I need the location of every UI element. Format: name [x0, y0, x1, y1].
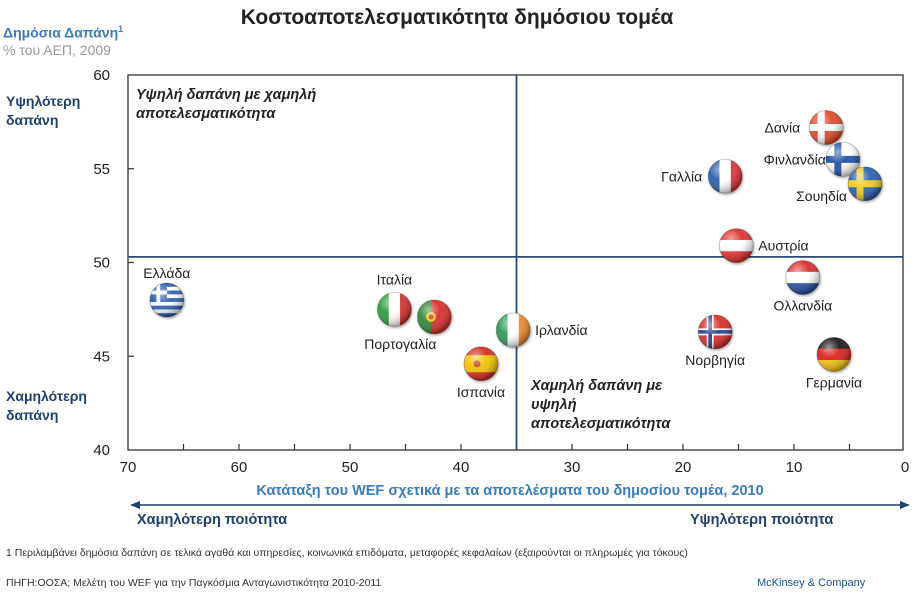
- lower-spend-line-1: Χαμηλότερη: [6, 388, 87, 404]
- higher-spend-line-1: Υψηλότερη: [6, 93, 81, 109]
- arrow-right-head-icon: [900, 501, 910, 509]
- flag-outline: [718, 228, 754, 264]
- x-tick-label: 0: [901, 459, 909, 476]
- flag-outline: [785, 260, 821, 295]
- arrow-left-head-icon: [130, 501, 140, 509]
- y-axis-title-text: Δημόσια Δαπάνη: [3, 24, 119, 41]
- flag-marker-netherlands: [785, 260, 821, 295]
- x-tick-label: 70: [120, 459, 137, 476]
- flag-gloss: [809, 110, 844, 145]
- x-tick-label: 20: [675, 459, 692, 476]
- flag-outline: [463, 346, 499, 382]
- flag-gloss: [698, 314, 733, 349]
- y-tick-label: 55: [93, 161, 110, 178]
- country-label: Σουηδία: [796, 188, 847, 204]
- flag-gloss: [417, 299, 452, 334]
- flag-outline: [495, 312, 531, 348]
- quadrant-br-line-3: αποτελεσματικότητα: [531, 416, 671, 432]
- flag-gloss: [719, 228, 754, 263]
- flag-marker-portugal: [416, 299, 452, 335]
- flag-gloss: [785, 260, 820, 295]
- country-label: Ελλάδα: [143, 265, 190, 281]
- x-axis-title: Κατάταξη του WEF σχετικά με τα αποτελέσμ…: [256, 483, 764, 499]
- lower-spend-line-2: δαπάνη: [6, 407, 59, 423]
- quality-arrow: [130, 501, 910, 509]
- flag-marker-greece: [149, 282, 185, 318]
- x-tick-label: 50: [342, 459, 359, 476]
- higher-spend-label: Υψηλότερη δαπάνη: [6, 92, 80, 130]
- point-labels: Ελλάδα Ιταλία Πορτογαλία Ισπανία Ιρλανδία Γαλ…: [143, 120, 862, 400]
- y-tick-label: 50: [93, 255, 110, 272]
- x-tick-label: 30: [564, 459, 581, 476]
- x-tick-label: 10: [786, 459, 803, 476]
- quadrant-dividers: [128, 75, 903, 450]
- quadrant-br-line-2: υψηλή: [531, 397, 577, 413]
- y-axis-subtitle: % του ΑΕΠ, 2009: [3, 42, 111, 58]
- chart-title: Κοστοαποτελεσματικότητα δημόσιου τομέα: [240, 6, 674, 29]
- flag-marker-denmark: [808, 110, 844, 145]
- flag-outline: [149, 282, 185, 318]
- flag-outline: [816, 336, 852, 372]
- flag-marker-italy: [376, 291, 412, 327]
- flag-gloss: [825, 142, 860, 177]
- flag-outline: [825, 141, 861, 177]
- country-label: Ιταλία: [377, 271, 413, 287]
- y-axis-title: Δημόσια Δαπάνη1: [3, 24, 123, 41]
- x-tick-label: 60: [231, 459, 248, 476]
- axes: 60 55 50 45 40 70 60 50 40 30 20 10 0: [93, 67, 909, 476]
- higher-spend-line-2: δαπάνη: [6, 112, 59, 128]
- flag-marker-sweden: [847, 166, 883, 202]
- quadrant-tl-line-1: Υψηλή δαπάνη με χαμηλή: [136, 87, 317, 103]
- y-tick-label: 45: [93, 348, 110, 365]
- country-label: Ολλανδία: [773, 298, 832, 314]
- higher-quality-label: Υψηλότερη ποιότητα: [690, 512, 834, 528]
- lower-spend-label: Χαμηλότερη δαπάνη: [6, 387, 87, 425]
- brand-logo-text: McKinsey & Company: [757, 577, 866, 589]
- flag-gloss: [848, 166, 883, 201]
- country-label: Ιρλανδία: [535, 322, 587, 338]
- flag-outline: [416, 299, 452, 335]
- flag-marker-ireland: [495, 312, 531, 348]
- flag-marker-austria: [718, 228, 754, 264]
- flag-outline: [847, 166, 883, 202]
- flag-outline: [376, 291, 412, 327]
- country-label: Πορτογαλία: [364, 336, 436, 352]
- flag-outline: [808, 110, 844, 145]
- footnote-marker: 1: [118, 24, 124, 34]
- quadrant-br-line-1: Χαμηλή δαπάνη με: [531, 378, 663, 394]
- footnote: 1 Περιλαμβάνει δημόσια δαπάνη σε τελικά …: [6, 547, 688, 559]
- country-label: Γαλλία: [661, 168, 702, 184]
- flag-marker-spain: [463, 346, 499, 382]
- flag-outline: [697, 314, 733, 350]
- y-tick-label: 60: [93, 67, 110, 84]
- data-points: [149, 110, 883, 382]
- country-label: Φινλανδία: [764, 151, 826, 167]
- quadrant-label-low-spend-high-efficiency: Χαμηλή δαπάνη με υψηλή αποτελεσματικότητ…: [531, 377, 670, 434]
- flag-outline: [707, 158, 743, 194]
- flag-gloss: [463, 346, 498, 381]
- country-label: Ισπανία: [457, 384, 505, 400]
- flag-marker-norway: [697, 314, 733, 350]
- flag-gloss: [149, 283, 184, 317]
- quadrant-label-high-spend-low-efficiency: Υψηλή δαπάνη με χαμηλή αποτελεσματικότητ…: [136, 86, 316, 124]
- flag-gloss: [496, 313, 531, 347]
- country-label: Νορβηγία: [685, 352, 745, 368]
- country-label: Γερμανία: [806, 374, 862, 390]
- country-label: Δανία: [765, 120, 801, 136]
- source-note: ΠΗΓΗ:ΟΟΣΑ; Μελέτη του WEF για την Παγκόσ…: [6, 577, 382, 589]
- y-tick-label: 40: [93, 442, 110, 459]
- flag-gloss: [816, 337, 851, 372]
- flag-marker-germany: [816, 336, 852, 372]
- flag-gloss: [708, 159, 743, 194]
- flag-marker-finland: [825, 141, 861, 177]
- quadrant-tl-line-2: αποτελεσματικότητα: [136, 106, 276, 122]
- x-tick-label: 40: [453, 459, 470, 476]
- flag-marker-france: [707, 158, 743, 194]
- flag-gloss: [377, 292, 412, 327]
- country-label: Αυστρία: [758, 238, 808, 254]
- lower-quality-label: Χαμηλότερη ποιότητα: [137, 512, 288, 528]
